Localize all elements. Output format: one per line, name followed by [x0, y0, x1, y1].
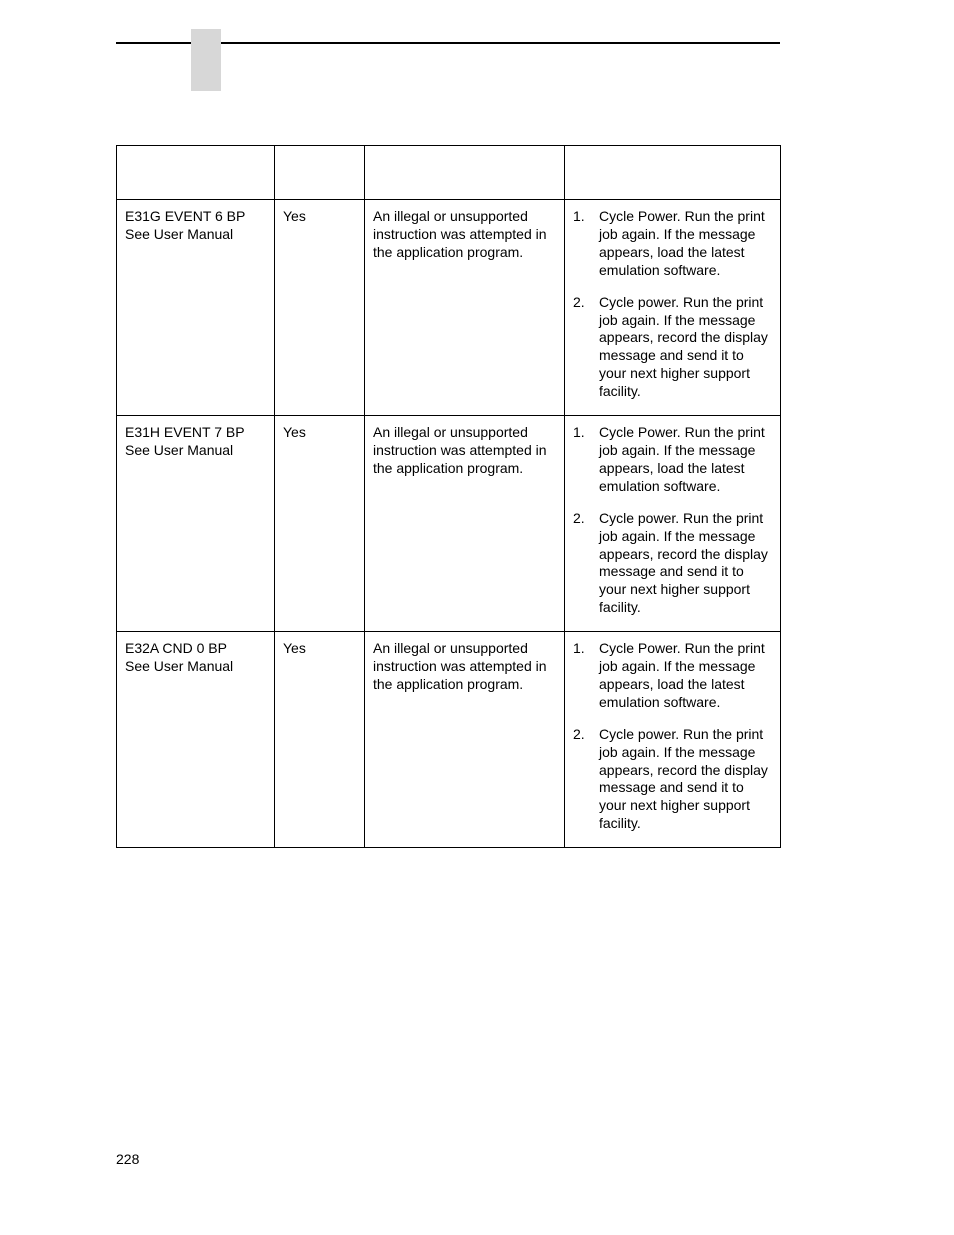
table-header-row	[117, 146, 781, 200]
table-header-clear	[275, 146, 365, 200]
action-step: Cycle Power. Run the print job again. If…	[573, 640, 772, 712]
table-header-explanation	[365, 146, 565, 200]
cell-action: Cycle Power. Run the print job again. If…	[565, 416, 781, 632]
page-number: 228	[116, 1151, 139, 1167]
cell-explanation: An illegal or unsupported instruction wa…	[365, 416, 565, 632]
cell-clear: Yes	[275, 632, 365, 848]
cell-clear: Yes	[275, 200, 365, 416]
message-code: E31H EVENT 7 BP	[125, 424, 245, 440]
action-list: Cycle Power. Run the print job again. If…	[573, 208, 772, 401]
cell-explanation: An illegal or unsupported instruction wa…	[365, 632, 565, 848]
table-row: E31G EVENT 6 BP See User Manual Yes An i…	[117, 200, 781, 416]
message-subtext: See User Manual	[125, 442, 233, 458]
cell-message: E31G EVENT 6 BP See User Manual	[117, 200, 275, 416]
cell-message: E31H EVENT 7 BP See User Manual	[117, 416, 275, 632]
error-codes-table: E31G EVENT 6 BP See User Manual Yes An i…	[116, 145, 781, 848]
message-code: E31G EVENT 6 BP	[125, 208, 245, 224]
action-step: Cycle Power. Run the print job again. If…	[573, 208, 772, 280]
header-tab-marker	[191, 29, 221, 91]
table-header-message	[117, 146, 275, 200]
cell-explanation: An illegal or unsupported instruction wa…	[365, 200, 565, 416]
header-rule-left	[116, 42, 191, 44]
table-row: E32A CND 0 BP See User Manual Yes An ill…	[117, 632, 781, 848]
table-row: E31H EVENT 7 BP See User Manual Yes An i…	[117, 416, 781, 632]
table-header-action	[565, 146, 781, 200]
action-list: Cycle Power. Run the print job again. If…	[573, 424, 772, 617]
message-subtext: See User Manual	[125, 658, 233, 674]
page-content: E31G EVENT 6 BP See User Manual Yes An i…	[0, 95, 954, 848]
action-step: Cycle power. Run the print job again. If…	[573, 294, 772, 401]
message-subtext: See User Manual	[125, 226, 233, 242]
action-step: Cycle power. Run the print job again. If…	[573, 726, 772, 833]
header-rule-right	[221, 42, 780, 44]
cell-message: E32A CND 0 BP See User Manual	[117, 632, 275, 848]
cell-clear: Yes	[275, 416, 365, 632]
message-code: E32A CND 0 BP	[125, 640, 227, 656]
cell-action: Cycle Power. Run the print job again. If…	[565, 200, 781, 416]
action-step: Cycle power. Run the print job again. If…	[573, 510, 772, 617]
cell-action: Cycle Power. Run the print job again. If…	[565, 632, 781, 848]
action-step: Cycle Power. Run the print job again. If…	[573, 424, 772, 496]
page-header	[0, 0, 954, 95]
action-list: Cycle Power. Run the print job again. If…	[573, 640, 772, 833]
